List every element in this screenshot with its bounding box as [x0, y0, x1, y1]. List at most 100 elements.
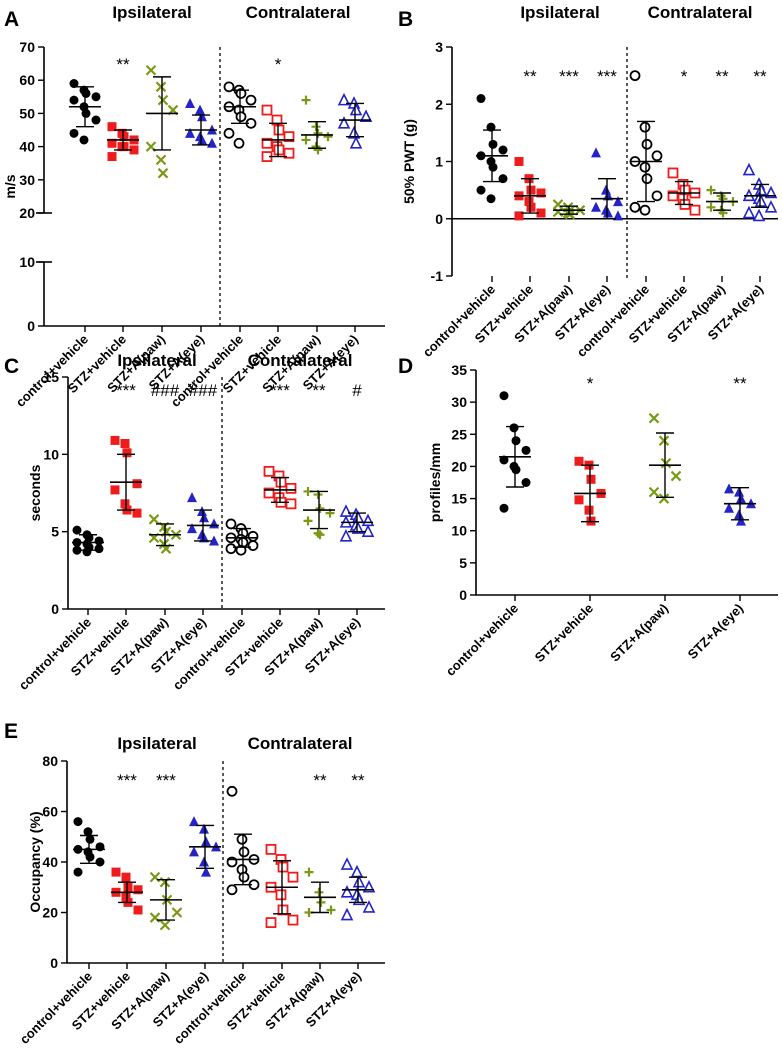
data-point — [132, 508, 142, 518]
significance-label: ** — [733, 374, 747, 393]
data-point — [706, 185, 716, 195]
data-point — [648, 412, 660, 424]
data-point — [225, 543, 237, 555]
data-point — [349, 135, 363, 149]
data-point — [339, 504, 353, 517]
data-point — [641, 138, 653, 150]
y-tick-label: 60 — [42, 804, 58, 820]
data-point — [498, 145, 508, 155]
data-point — [263, 487, 275, 499]
data-point — [287, 871, 299, 883]
data-point — [313, 528, 323, 538]
data-point — [238, 871, 250, 883]
side-title: Contralateral — [246, 3, 351, 22]
data-point — [352, 874, 366, 888]
y-tick-label: 30 — [19, 172, 35, 188]
data-point — [132, 479, 142, 489]
data-point — [526, 185, 536, 195]
data-point — [488, 162, 498, 172]
significance-label: ### — [189, 381, 218, 400]
significance-label: ** — [715, 67, 729, 86]
significance-label: *** — [559, 67, 579, 86]
data-point — [536, 208, 546, 218]
data-point — [199, 532, 209, 543]
y-tick-label: 20 — [451, 458, 467, 474]
data-point — [197, 111, 207, 122]
data-point — [226, 785, 238, 797]
data-point — [511, 436, 521, 446]
significance-label: *** — [116, 381, 136, 400]
data-point — [197, 134, 207, 145]
y-tick-label: 0 — [27, 318, 35, 334]
data-point — [185, 127, 195, 138]
data-point — [340, 907, 354, 921]
data-point — [339, 529, 353, 542]
data-point — [133, 905, 143, 915]
data-point — [613, 210, 623, 221]
y-tick-label: 60 — [19, 72, 35, 88]
data-point — [107, 122, 117, 132]
data-point — [670, 470, 682, 482]
data-point — [157, 167, 169, 179]
data-point — [521, 478, 531, 487]
data-point — [225, 518, 237, 530]
panel-d: D 35 30 25 20 15 10 5 0 profiles/mm control+vehicl… — [398, 355, 778, 679]
data-point — [121, 892, 131, 902]
data-point — [315, 530, 325, 540]
data-point — [629, 70, 641, 82]
data-point — [601, 184, 611, 195]
data-point — [476, 94, 486, 104]
data-point — [536, 188, 546, 198]
data-point — [499, 503, 509, 513]
data-point — [155, 81, 167, 93]
data-point — [72, 545, 82, 555]
y-tick-label: 10 — [451, 523, 467, 539]
data-point — [283, 147, 295, 159]
data-point — [734, 509, 744, 520]
data-point — [159, 919, 171, 931]
data-point — [764, 185, 778, 199]
y-axis-label: profiles/mm — [427, 443, 443, 522]
data-point — [238, 846, 250, 858]
data-point — [201, 836, 211, 847]
data-point — [263, 465, 275, 477]
panel-letter: D — [398, 355, 413, 378]
data-point — [245, 94, 257, 106]
y-tick-label: 0 — [459, 587, 467, 603]
panel-letter: C — [4, 355, 19, 378]
data-point — [91, 115, 101, 125]
data-point — [107, 152, 117, 162]
data-point — [361, 513, 375, 527]
data-point — [247, 540, 259, 551]
data-point — [223, 81, 235, 93]
data-point — [185, 97, 195, 108]
significance-label: ** — [351, 771, 365, 790]
data-point — [199, 823, 209, 834]
data-point — [337, 92, 351, 106]
data-point — [591, 147, 601, 158]
data-point — [639, 161, 651, 173]
data-point — [187, 492, 197, 503]
data-point — [301, 95, 311, 105]
data-point — [81, 108, 91, 118]
data-point — [511, 465, 521, 475]
y-tick-label: 15 — [43, 369, 59, 385]
data-point — [658, 435, 670, 446]
series-control+vehicle: control+vehicle — [13, 79, 101, 410]
data-point — [488, 139, 498, 149]
y-tick-label: 5 — [459, 555, 467, 571]
data-point — [226, 884, 238, 896]
data-point — [499, 455, 509, 465]
data-point — [247, 530, 259, 542]
significance-label: * — [587, 374, 594, 393]
data-point — [145, 64, 157, 76]
y-tick-label: -1 — [431, 268, 444, 284]
y-axis-label: seconds — [27, 464, 43, 521]
data-point — [107, 138, 117, 148]
data-point — [201, 866, 211, 877]
data-point — [94, 544, 104, 554]
data-point — [524, 197, 534, 207]
y-axis-label: m/s — [2, 174, 18, 198]
data-point — [129, 145, 139, 155]
data-point — [207, 137, 217, 148]
